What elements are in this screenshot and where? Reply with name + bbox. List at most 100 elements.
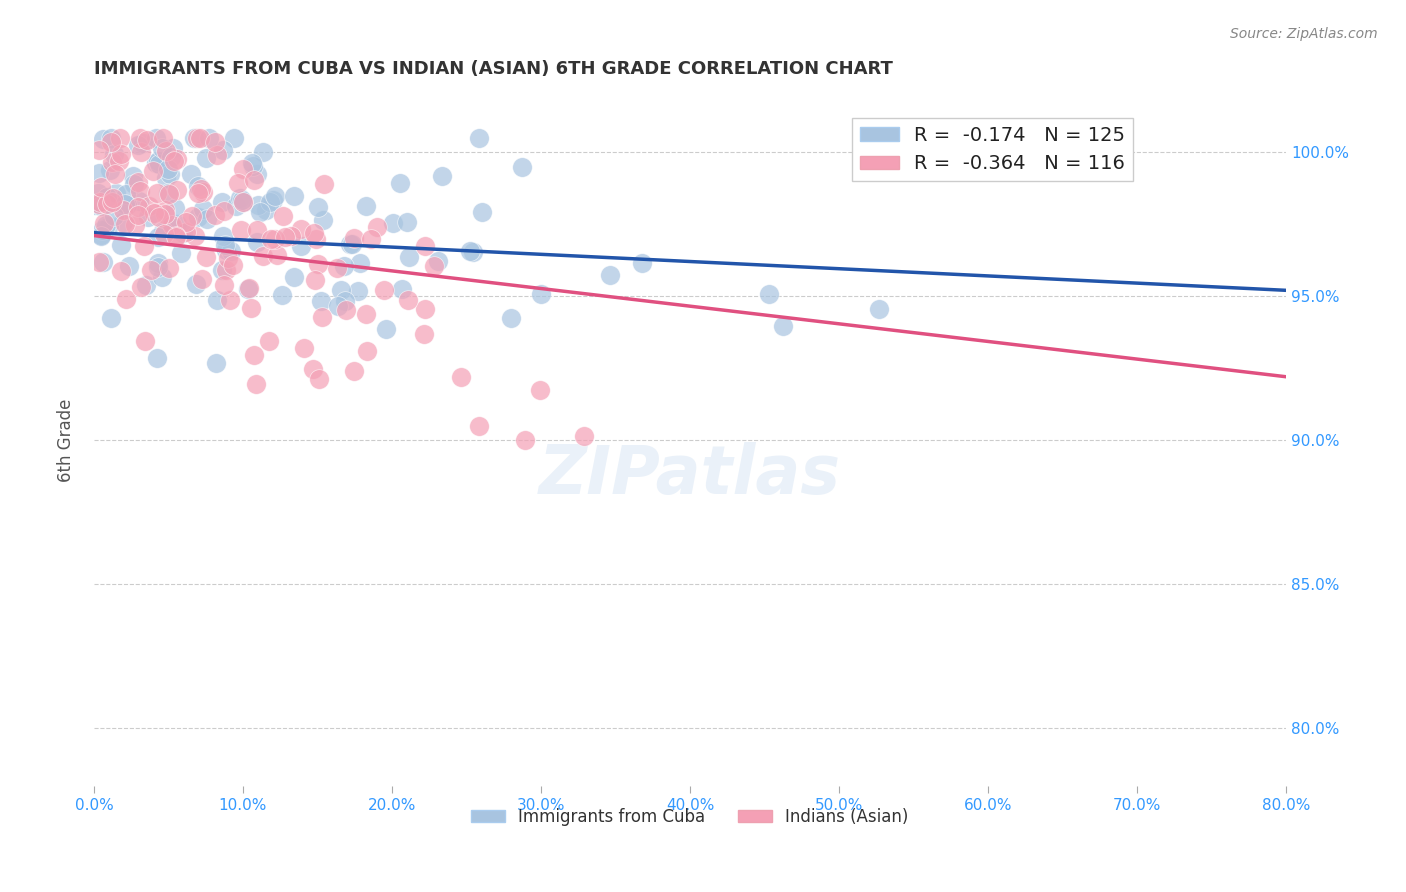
Point xyxy=(195,211,218,226)
Point xyxy=(166,217,188,231)
Point xyxy=(115,292,138,306)
Point xyxy=(259,334,281,348)
Point xyxy=(114,196,136,211)
Point xyxy=(266,247,288,261)
Point xyxy=(450,369,472,384)
Point xyxy=(396,293,419,308)
Text: Source: ZipAtlas.com: Source: ZipAtlas.com xyxy=(1230,27,1378,41)
Point xyxy=(174,215,197,229)
Point xyxy=(304,272,326,286)
Point xyxy=(90,179,112,194)
Point xyxy=(166,183,188,197)
Point xyxy=(366,219,388,234)
Point xyxy=(156,162,179,177)
Point xyxy=(132,239,155,253)
Point xyxy=(254,203,277,218)
Point xyxy=(343,231,366,245)
Point xyxy=(290,239,312,253)
Point xyxy=(110,264,132,278)
Point xyxy=(187,186,209,201)
Point xyxy=(135,277,157,292)
Point xyxy=(343,364,366,378)
Point xyxy=(110,237,132,252)
Point xyxy=(311,310,333,324)
Point xyxy=(426,254,449,268)
Point xyxy=(128,194,150,208)
Point xyxy=(211,229,233,244)
Point xyxy=(222,130,245,145)
Point xyxy=(211,195,233,210)
Point xyxy=(205,148,228,162)
Point xyxy=(118,259,141,273)
Point xyxy=(599,268,621,282)
Point xyxy=(305,232,328,246)
Point xyxy=(148,211,170,225)
Text: ZIPatlas: ZIPatlas xyxy=(538,442,841,508)
Point xyxy=(129,145,152,160)
Point xyxy=(160,150,183,164)
Point xyxy=(346,284,368,298)
Point xyxy=(84,198,107,212)
Point xyxy=(103,146,125,161)
Point xyxy=(332,259,354,273)
Point xyxy=(340,236,363,251)
Point xyxy=(89,197,111,211)
Point xyxy=(145,130,167,145)
Point xyxy=(271,209,294,223)
Point xyxy=(356,344,378,359)
Point xyxy=(471,205,494,219)
Point xyxy=(155,144,177,158)
Point xyxy=(169,245,191,260)
Point xyxy=(96,190,118,204)
Point xyxy=(758,286,780,301)
Point xyxy=(143,206,166,220)
Point xyxy=(413,302,436,317)
Y-axis label: 6th Grade: 6th Grade xyxy=(58,399,75,482)
Point xyxy=(211,144,233,158)
Point xyxy=(335,303,357,318)
Point xyxy=(129,280,152,294)
Point xyxy=(207,293,229,307)
Point xyxy=(104,186,127,201)
Point xyxy=(127,208,149,222)
Point xyxy=(360,232,382,246)
Point xyxy=(247,198,270,212)
Point xyxy=(326,299,349,313)
Point xyxy=(87,165,110,179)
Point xyxy=(413,239,436,253)
Point xyxy=(238,282,260,296)
Point xyxy=(90,228,112,243)
Point xyxy=(142,164,165,178)
Point xyxy=(174,225,197,239)
Point xyxy=(215,243,238,257)
Point xyxy=(307,200,329,214)
Point xyxy=(91,255,114,269)
Point xyxy=(152,130,174,145)
Point xyxy=(312,178,335,192)
Point xyxy=(204,208,226,222)
Point xyxy=(333,293,356,308)
Point xyxy=(153,202,176,217)
Point xyxy=(422,259,444,273)
Point xyxy=(108,154,131,169)
Point xyxy=(157,186,180,201)
Point xyxy=(205,356,228,370)
Point xyxy=(214,238,236,252)
Point xyxy=(101,195,124,210)
Point xyxy=(354,199,377,213)
Point xyxy=(191,272,214,286)
Point xyxy=(226,177,249,191)
Point xyxy=(152,224,174,238)
Point xyxy=(127,175,149,189)
Point xyxy=(184,228,207,243)
Point xyxy=(468,130,491,145)
Point xyxy=(513,434,536,448)
Point xyxy=(163,154,186,169)
Point xyxy=(249,205,271,219)
Point xyxy=(180,209,202,223)
Point xyxy=(190,130,212,145)
Point xyxy=(100,135,122,149)
Point xyxy=(232,194,254,209)
Point xyxy=(97,219,120,233)
Point xyxy=(219,244,242,258)
